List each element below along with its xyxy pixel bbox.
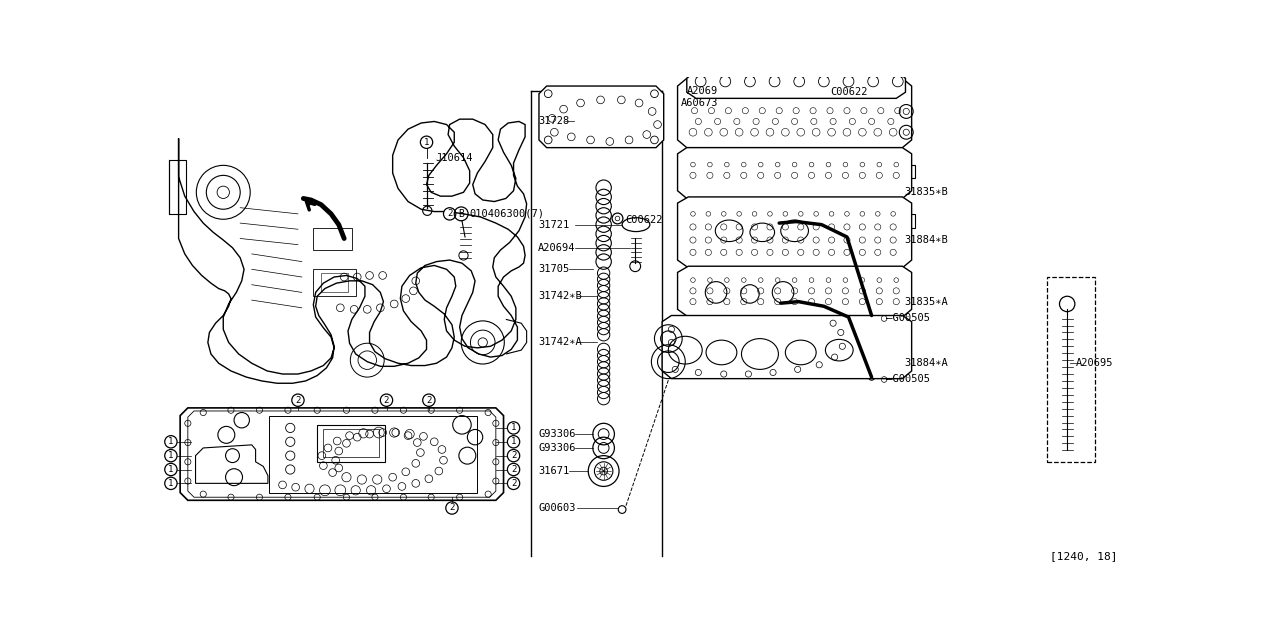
Circle shape: [507, 436, 520, 448]
Polygon shape: [677, 78, 911, 148]
Circle shape: [719, 76, 731, 87]
Text: B: B: [458, 209, 465, 219]
Text: 1: 1: [168, 451, 174, 460]
Circle shape: [695, 76, 707, 87]
Text: G93306: G93306: [538, 429, 576, 439]
Circle shape: [890, 63, 905, 78]
Bar: [321, 273, 348, 292]
Text: C00622: C00622: [829, 87, 868, 97]
Circle shape: [841, 63, 856, 78]
Text: 31884∗B: 31884∗B: [905, 235, 948, 245]
Circle shape: [507, 463, 520, 476]
Text: 1: 1: [168, 465, 174, 474]
Circle shape: [422, 394, 435, 406]
Polygon shape: [677, 266, 911, 317]
Text: A60673: A60673: [681, 98, 718, 108]
Circle shape: [817, 63, 832, 78]
Circle shape: [507, 477, 520, 490]
Text: 31728: 31728: [538, 116, 570, 127]
Text: 31721: 31721: [538, 220, 570, 230]
Circle shape: [292, 394, 305, 406]
Text: 1: 1: [511, 424, 516, 433]
Text: 31671: 31671: [538, 466, 570, 476]
Bar: [169, 160, 187, 214]
Circle shape: [767, 63, 782, 78]
Circle shape: [445, 502, 458, 514]
Circle shape: [507, 449, 520, 462]
Text: ○—G00505: ○—G00505: [881, 374, 931, 383]
Circle shape: [718, 63, 733, 78]
Circle shape: [165, 477, 177, 490]
Text: 31742∗A: 31742∗A: [538, 337, 582, 348]
Text: 2: 2: [449, 504, 454, 513]
Circle shape: [892, 76, 904, 87]
Circle shape: [692, 63, 708, 78]
Circle shape: [769, 76, 780, 87]
Polygon shape: [179, 119, 526, 383]
Text: 31884∗A: 31884∗A: [905, 358, 948, 368]
Circle shape: [165, 449, 177, 462]
Text: 31835∗A: 31835∗A: [905, 296, 948, 307]
Circle shape: [165, 463, 177, 476]
Text: 1: 1: [168, 479, 174, 488]
Text: [1240, 18]: [1240, 18]: [1051, 551, 1117, 561]
Circle shape: [380, 394, 393, 406]
Circle shape: [865, 63, 881, 78]
Polygon shape: [687, 70, 905, 99]
Circle shape: [420, 136, 433, 148]
Text: G93306: G93306: [538, 443, 576, 453]
Circle shape: [507, 422, 520, 434]
Text: A20694: A20694: [538, 243, 576, 253]
Bar: [901, 164, 915, 179]
Circle shape: [443, 208, 456, 220]
Text: ○—G00505: ○—G00505: [881, 312, 931, 322]
Circle shape: [745, 76, 755, 87]
Text: 31705: 31705: [538, 264, 570, 275]
Text: 2: 2: [447, 209, 452, 218]
Polygon shape: [662, 316, 911, 379]
Circle shape: [868, 76, 878, 87]
Circle shape: [794, 76, 805, 87]
Bar: [901, 214, 915, 228]
Bar: [314, 228, 352, 250]
Text: 2: 2: [384, 396, 389, 404]
Bar: [1047, 277, 1094, 462]
Circle shape: [791, 63, 806, 78]
Text: 31742∗B: 31742∗B: [538, 291, 582, 301]
Text: 1: 1: [168, 437, 174, 446]
Polygon shape: [539, 86, 664, 148]
Circle shape: [844, 76, 854, 87]
Text: 31835∗B: 31835∗B: [905, 188, 948, 197]
Text: J10614: J10614: [435, 153, 474, 163]
Polygon shape: [180, 408, 503, 500]
Text: 1: 1: [511, 437, 516, 446]
Bar: [324, 429, 379, 457]
Circle shape: [742, 63, 758, 78]
Circle shape: [165, 436, 177, 448]
Text: A2069: A2069: [687, 86, 718, 95]
Text: G00603: G00603: [538, 503, 576, 513]
Text: 1: 1: [424, 138, 429, 147]
Text: A20695: A20695: [1075, 358, 1114, 368]
Text: 2: 2: [511, 465, 516, 474]
Text: 2: 2: [296, 396, 301, 404]
Circle shape: [818, 76, 829, 87]
Text: 2: 2: [511, 479, 516, 488]
Text: C00622: C00622: [625, 215, 663, 225]
Text: 010406300(7): 010406300(7): [470, 209, 545, 219]
Text: 2: 2: [511, 451, 516, 460]
Polygon shape: [677, 197, 911, 268]
Bar: [317, 425, 385, 462]
Text: 2: 2: [426, 396, 431, 404]
Bar: [314, 269, 356, 296]
Polygon shape: [677, 148, 911, 198]
